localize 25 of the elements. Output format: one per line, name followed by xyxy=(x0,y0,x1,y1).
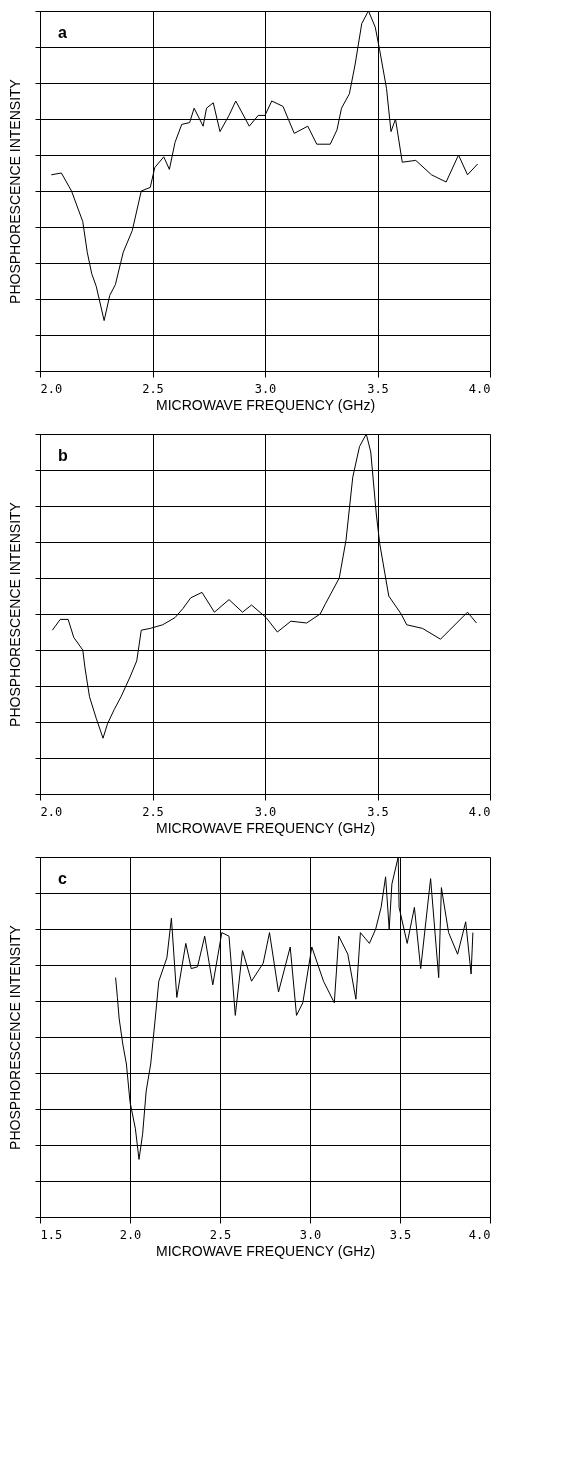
x-tick-label: 3.0 xyxy=(254,381,277,396)
y-axis-title: PHOSPHORESCENCE INTENSITY xyxy=(7,78,23,304)
x-axis-title: MICROWAVE FREQUENCY (GHz) xyxy=(155,396,376,413)
x-tick-label: 4.0 xyxy=(468,381,491,396)
x-tick-label: 2.5 xyxy=(142,381,164,396)
x-tick-label: 3.5 xyxy=(389,1227,412,1242)
x-tick-label: 2.5 xyxy=(142,804,164,819)
x-tick-label: 3.5 xyxy=(367,381,389,396)
x-tick-label: 2.0 xyxy=(119,1227,142,1242)
annotation: b xyxy=(58,447,68,464)
x-tick-label: 4.0 xyxy=(468,804,491,819)
y-axis-title: PHOSPHORESCENCE INTENSITY xyxy=(7,501,23,727)
x-tick-label: 2.5 xyxy=(209,1227,232,1242)
x-tick-label: 2.0 xyxy=(40,381,63,396)
x-axis-title: MICROWAVE FREQUENCY (GHz) xyxy=(155,819,376,836)
x-axis-title: MICROWAVE FREQUENCY (GHz) xyxy=(155,1242,376,1259)
x-tick-label: 3.0 xyxy=(299,1227,322,1242)
y-axis-title: PHOSPHORESCENCE INTENSITY xyxy=(7,924,23,1150)
x-tick-label: 2.0 xyxy=(40,804,63,819)
annotation: c xyxy=(58,870,67,887)
x-tick-label: 1.5 xyxy=(40,1227,63,1242)
annotation: a xyxy=(58,24,67,41)
x-tick-label: 3.5 xyxy=(367,804,389,819)
x-tick-label: 3.0 xyxy=(254,804,277,819)
x-tick-label: 4.0 xyxy=(468,1227,491,1242)
